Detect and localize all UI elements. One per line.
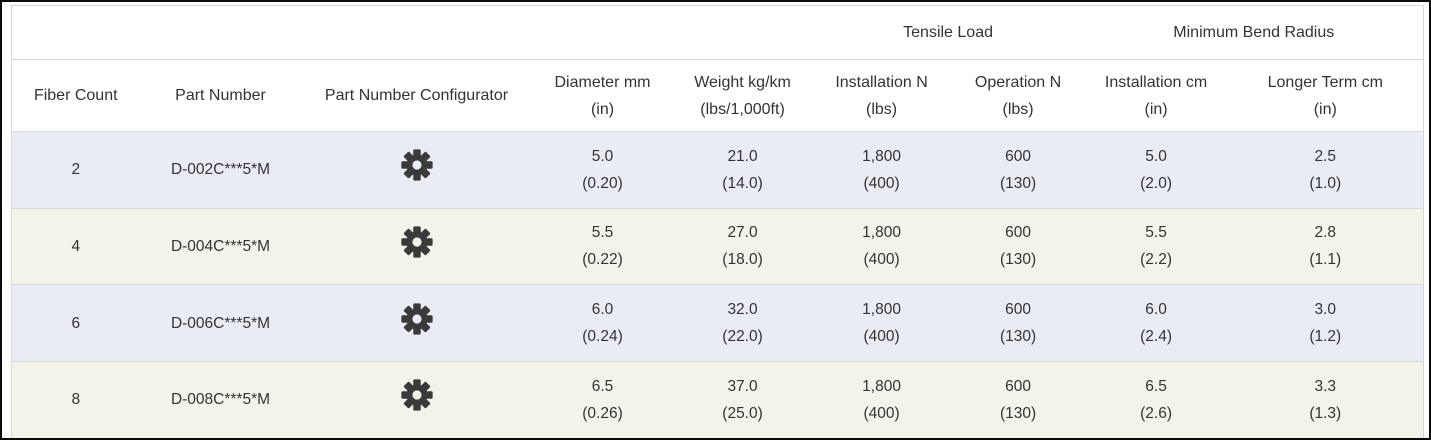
cell-part-number: D-008C***5*M xyxy=(139,360,302,438)
cell-fiber-count: 2 xyxy=(11,131,140,209)
column-header-part-number-configurator: Part Number Configurator xyxy=(301,59,532,132)
cell-part-number-configurator xyxy=(301,284,532,362)
cell-tensile-operation: 600 (130) xyxy=(951,207,1085,285)
cell-tensile-operation: 600 (130) xyxy=(951,360,1085,438)
column-header-bend-longer-term: Longer Term cm (in) xyxy=(1227,59,1424,132)
table-row: 6 D-006C***5*M xyxy=(11,284,1424,362)
cell-weight: 37.0 (25.0) xyxy=(673,360,812,438)
gear-icon xyxy=(400,226,433,258)
column-header-row: Fiber Count Part Number Part Number Conf… xyxy=(11,59,1424,132)
cell-diameter: 6.0 (0.24) xyxy=(531,284,674,362)
cell-fiber-count: 6 xyxy=(11,284,140,362)
cell-weight: 32.0 (22.0) xyxy=(673,284,812,362)
column-header-diameter: Diameter mm (in) xyxy=(531,59,674,132)
cell-tensile-installation: 1,800 (400) xyxy=(811,207,952,285)
part-number-configurator-button[interactable] xyxy=(400,148,434,182)
gear-icon xyxy=(400,302,433,335)
cell-weight: 27.0 (18.0) xyxy=(673,207,812,285)
cell-part-number: D-002C***5*M xyxy=(139,131,302,209)
cell-tensile-installation: 1,800 (400) xyxy=(811,360,952,438)
cell-fiber-count: 4 xyxy=(11,207,140,285)
cable-spec-table: Tensile Load Minimum Bend Radius Fiber C… xyxy=(11,5,1424,438)
cell-bend-longer-term: 3.3 (1.3) xyxy=(1227,360,1424,438)
cell-bend-installation: 6.0 (2.4) xyxy=(1084,284,1228,362)
cell-bend-installation: 5.5 (2.2) xyxy=(1084,207,1228,285)
cell-part-number-configurator xyxy=(301,131,532,209)
cell-fiber-count: 8 xyxy=(11,360,140,438)
column-header-bend-installation: Installation cm (in) xyxy=(1084,59,1228,132)
group-header-spacer xyxy=(11,5,812,60)
cell-part-number-configurator xyxy=(301,207,532,285)
column-header-fiber-count: Fiber Count xyxy=(11,59,140,132)
table-row: 2 D-002C***5*M xyxy=(11,131,1424,209)
cell-tensile-installation: 1,800 (400) xyxy=(811,131,952,209)
cell-tensile-operation: 600 (130) xyxy=(951,131,1085,209)
cell-diameter: 5.5 (0.22) xyxy=(531,207,674,285)
gear-icon xyxy=(400,149,433,181)
part-number-configurator-button[interactable] xyxy=(400,302,434,336)
cell-bend-longer-term: 3.0 (1.2) xyxy=(1227,284,1424,362)
cell-weight: 21.0 (14.0) xyxy=(673,131,812,209)
group-header-minimum-bend-radius: Minimum Bend Radius xyxy=(1084,5,1424,60)
cell-diameter: 5.0 (0.20) xyxy=(531,131,674,209)
cell-bend-installation: 5.0 (2.0) xyxy=(1084,131,1228,209)
column-header-tensile-operation: Operation N (lbs) xyxy=(951,59,1085,132)
group-header-tensile-load: Tensile Load xyxy=(811,5,1085,60)
cell-tensile-operation: 600 (130) xyxy=(951,284,1085,362)
table-row: 8 D-008C***5*M xyxy=(11,360,1424,438)
part-number-configurator-button[interactable] xyxy=(400,378,434,412)
cell-diameter: 6.5 (0.26) xyxy=(531,360,674,438)
table-row: 4 D-004C***5*M xyxy=(11,207,1424,285)
cell-part-number: D-004C***5*M xyxy=(139,207,302,285)
column-header-part-number: Part Number xyxy=(139,59,302,132)
cell-bend-longer-term: 2.8 (1.1) xyxy=(1227,207,1424,285)
group-header-row: Tensile Load Minimum Bend Radius xyxy=(11,5,1424,60)
cell-part-number-configurator xyxy=(301,360,532,438)
cell-bend-longer-term: 2.5 (1.0) xyxy=(1227,131,1424,209)
gear-icon xyxy=(400,379,433,412)
cell-bend-installation: 6.5 (2.6) xyxy=(1084,360,1228,438)
cell-tensile-installation: 1,800 (400) xyxy=(811,284,952,362)
column-header-weight: Weight kg/km (lbs/1,000ft) xyxy=(673,59,812,132)
column-header-tensile-installation: Installation N (lbs) xyxy=(811,59,952,132)
cell-part-number: D-006C***5*M xyxy=(139,284,302,362)
part-number-configurator-button[interactable] xyxy=(400,225,434,259)
